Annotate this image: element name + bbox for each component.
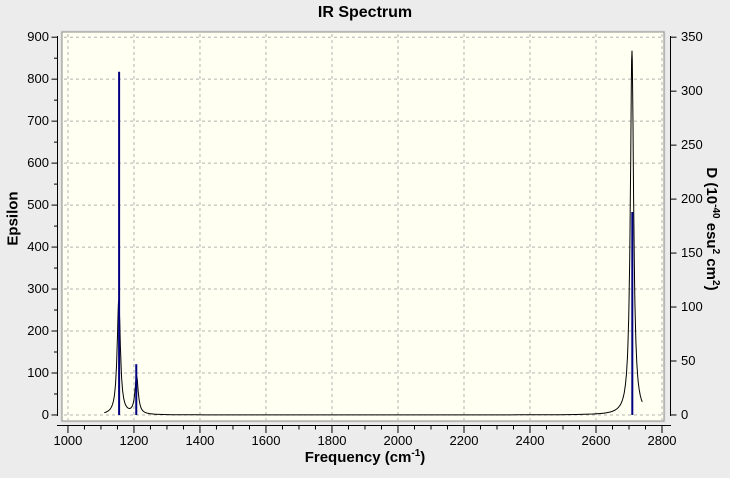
bottom-tick-label: 1800: [317, 433, 347, 448]
left-tick-label: 700: [27, 113, 49, 129]
left-tick-label: 400: [27, 239, 49, 255]
bottom-tick-label: 2200: [449, 433, 479, 448]
left-axis-label: Epsilon: [4, 191, 22, 246]
left-tick-label: 200: [27, 323, 49, 338]
right-tick-label: 250: [681, 137, 703, 153]
bottom-tick-label: 2000: [383, 433, 413, 448]
right-tick-label: 100: [681, 299, 703, 315]
right-tick-label: 150: [681, 245, 703, 261]
left-tick-label: 0: [41, 406, 49, 422]
right-tick-label: 300: [681, 83, 703, 99]
left-tick-label: 600: [27, 155, 49, 171]
left-tick-label: 500: [27, 197, 49, 213]
bottom-tick-label: 2600: [581, 433, 611, 448]
bottom-tick-label: 2400: [515, 433, 545, 448]
left-tick-label: 100: [27, 364, 49, 380]
bottom-tick-label: 1600: [251, 433, 281, 448]
bottom-tick-label: 2800: [647, 433, 677, 448]
bottom-tick-label: 1200: [119, 433, 149, 448]
chart-title: IR Spectrum: [317, 4, 413, 21]
left-tick-label: 300: [27, 281, 49, 297]
right-axis-label: D (10-40 esu2 cm2): [703, 167, 721, 291]
right-tick-label: 350: [681, 29, 703, 45]
bottom-tick-label: 1400: [185, 433, 215, 448]
right-tick-label: 0: [681, 406, 689, 422]
plot-frame-highlight: [60, 30, 666, 423]
bottom-tick-label: 1000: [53, 433, 83, 448]
x-axis-label: Frequency (cm-1): [304, 448, 426, 466]
epsilon-curve: [104, 50, 643, 416]
left-tick-label: 800: [27, 71, 49, 87]
right-tick-label: 50: [681, 352, 696, 368]
left-tick-label: 900: [27, 29, 49, 45]
plot-area[interactable]: [61, 31, 665, 422]
right-tick-label: 200: [681, 191, 703, 207]
